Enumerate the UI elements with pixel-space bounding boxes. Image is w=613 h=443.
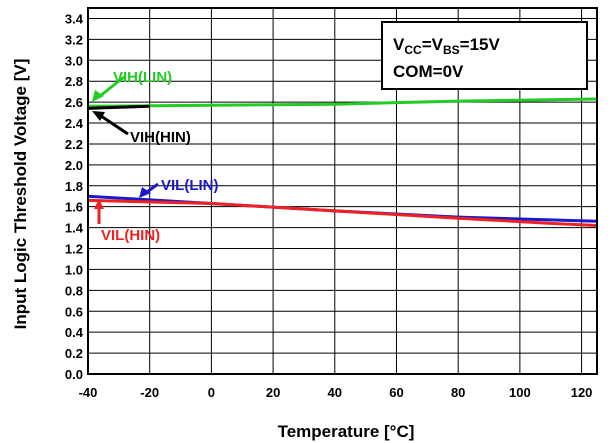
vih-lin-arrow-head [92,90,104,102]
cond-sub-bs: BS [443,43,460,57]
vih-hin-arrow-head [92,111,105,121]
vih-hin-arrow-line [100,114,129,136]
y-tick-label: 2.2 [65,137,83,152]
x-axis-title: Temperature [°C] [278,422,415,441]
x-tick-label: 80 [451,385,465,400]
cond-eq: =V [422,35,444,54]
y-tick-label: 2.8 [65,74,83,89]
cond-sub-cc: CC [404,43,422,57]
vil-lin-label: VIL(LIN) [161,177,219,194]
vil-hin-label: VIL(HIN) [101,227,160,244]
plot-frame [87,7,598,375]
vih-lin-label: VIH(LIN) [113,69,172,86]
x-tick-label: 60 [389,385,403,400]
x-tick-label: 100 [509,385,531,400]
series-line-vil-lin [87,194,598,223]
y-tick-label: 3.4 [65,11,84,26]
cond-v1: V [393,35,405,54]
x-tick-label: 20 [266,385,280,400]
y-tick-label: 2.6 [65,95,83,110]
y-tick-label: 2.4 [65,116,84,131]
y-axis-title: Input Logic Threshold Voltage [V] [11,59,30,330]
x-tick-label: 40 [328,385,342,400]
series-line-vil-hin [87,198,598,227]
y-tick-label: 0.4 [65,325,84,340]
cond-tail: =15V [460,35,501,54]
vil-lin-arrow-head [139,187,151,198]
vil-hin-arrow-head [94,199,104,209]
x-tick-label: -40 [79,385,98,400]
annotation-vil-hin: VIL(HIN) [94,199,160,244]
x-tick-label: 0 [208,385,215,400]
conditions-box: VCC=VBS=15V COM=0V [381,21,588,90]
vih-hin-label: VIH(HIN) [130,129,191,146]
y-tick-label: 1.8 [65,179,83,194]
y-tick-label: 3.0 [65,53,83,68]
y-tick-label: 0.0 [65,367,83,382]
y-tick-label: 1.0 [65,262,83,277]
conditions-line-1: VCC=VBS=15V [393,35,500,57]
vil-lin-arrow-line [146,182,159,194]
y-tick-label: 0.6 [65,304,83,319]
y-tick-label: 0.2 [65,346,83,361]
y-tick-label: 2.0 [65,158,83,173]
conditions-line-2: COM=0V [393,62,464,81]
y-tick-label: 1.6 [65,200,83,215]
series-line-vih-lin [87,97,598,108]
annotation-vih-lin: VIH(LIN) [92,69,172,102]
x-tick-label: 120 [571,385,593,400]
tick-labels: -40 -20 0 20 40 60 80 100 120 0.0 0.2 0.4 0.6 0.8 1.0 1… [65,11,593,400]
series-line-vih-hin [87,104,150,110]
y-tick-label: 1.2 [65,242,83,257]
annotation-vih-hin: VIH(HIN) [92,111,191,146]
annotation-vil-lin: VIL(LIN) [139,177,219,198]
series-lines [87,97,598,227]
x-tick-label: -20 [140,385,159,400]
y-tick-label: 1.4 [65,221,84,236]
y-tick-label: 3.2 [65,32,83,47]
conditions-frame [381,21,588,90]
vih-lin-arrow-line [99,75,125,98]
y-tick-label: 0.8 [65,283,83,298]
